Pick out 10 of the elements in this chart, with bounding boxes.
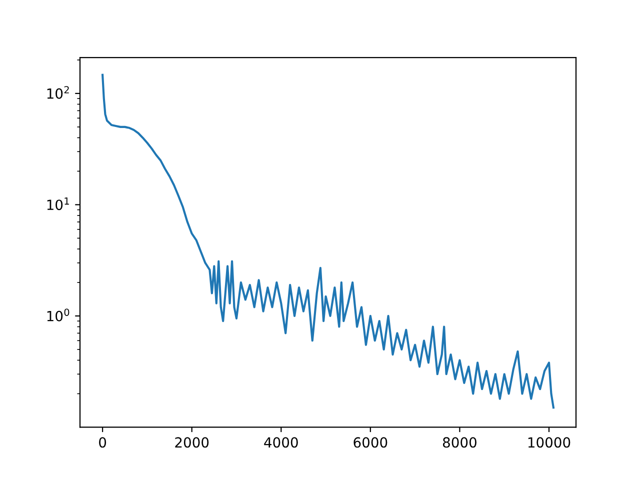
y-tick-label: 10$^{2}$: [47, 86, 69, 99]
x-tick-label: 6000: [354, 437, 388, 448]
x-tick-label: 10000: [528, 437, 570, 448]
y-tick-label: 10$^{1}$: [47, 197, 69, 210]
x-tick-label: 0: [99, 437, 106, 448]
x-tick-label: 4000: [264, 437, 298, 448]
x-tick-label: 8000: [442, 437, 476, 448]
line-series: [102, 74, 554, 409]
y-tick-label: 10$^{0}$: [47, 308, 70, 322]
x-tick-label: 2000: [175, 437, 209, 448]
